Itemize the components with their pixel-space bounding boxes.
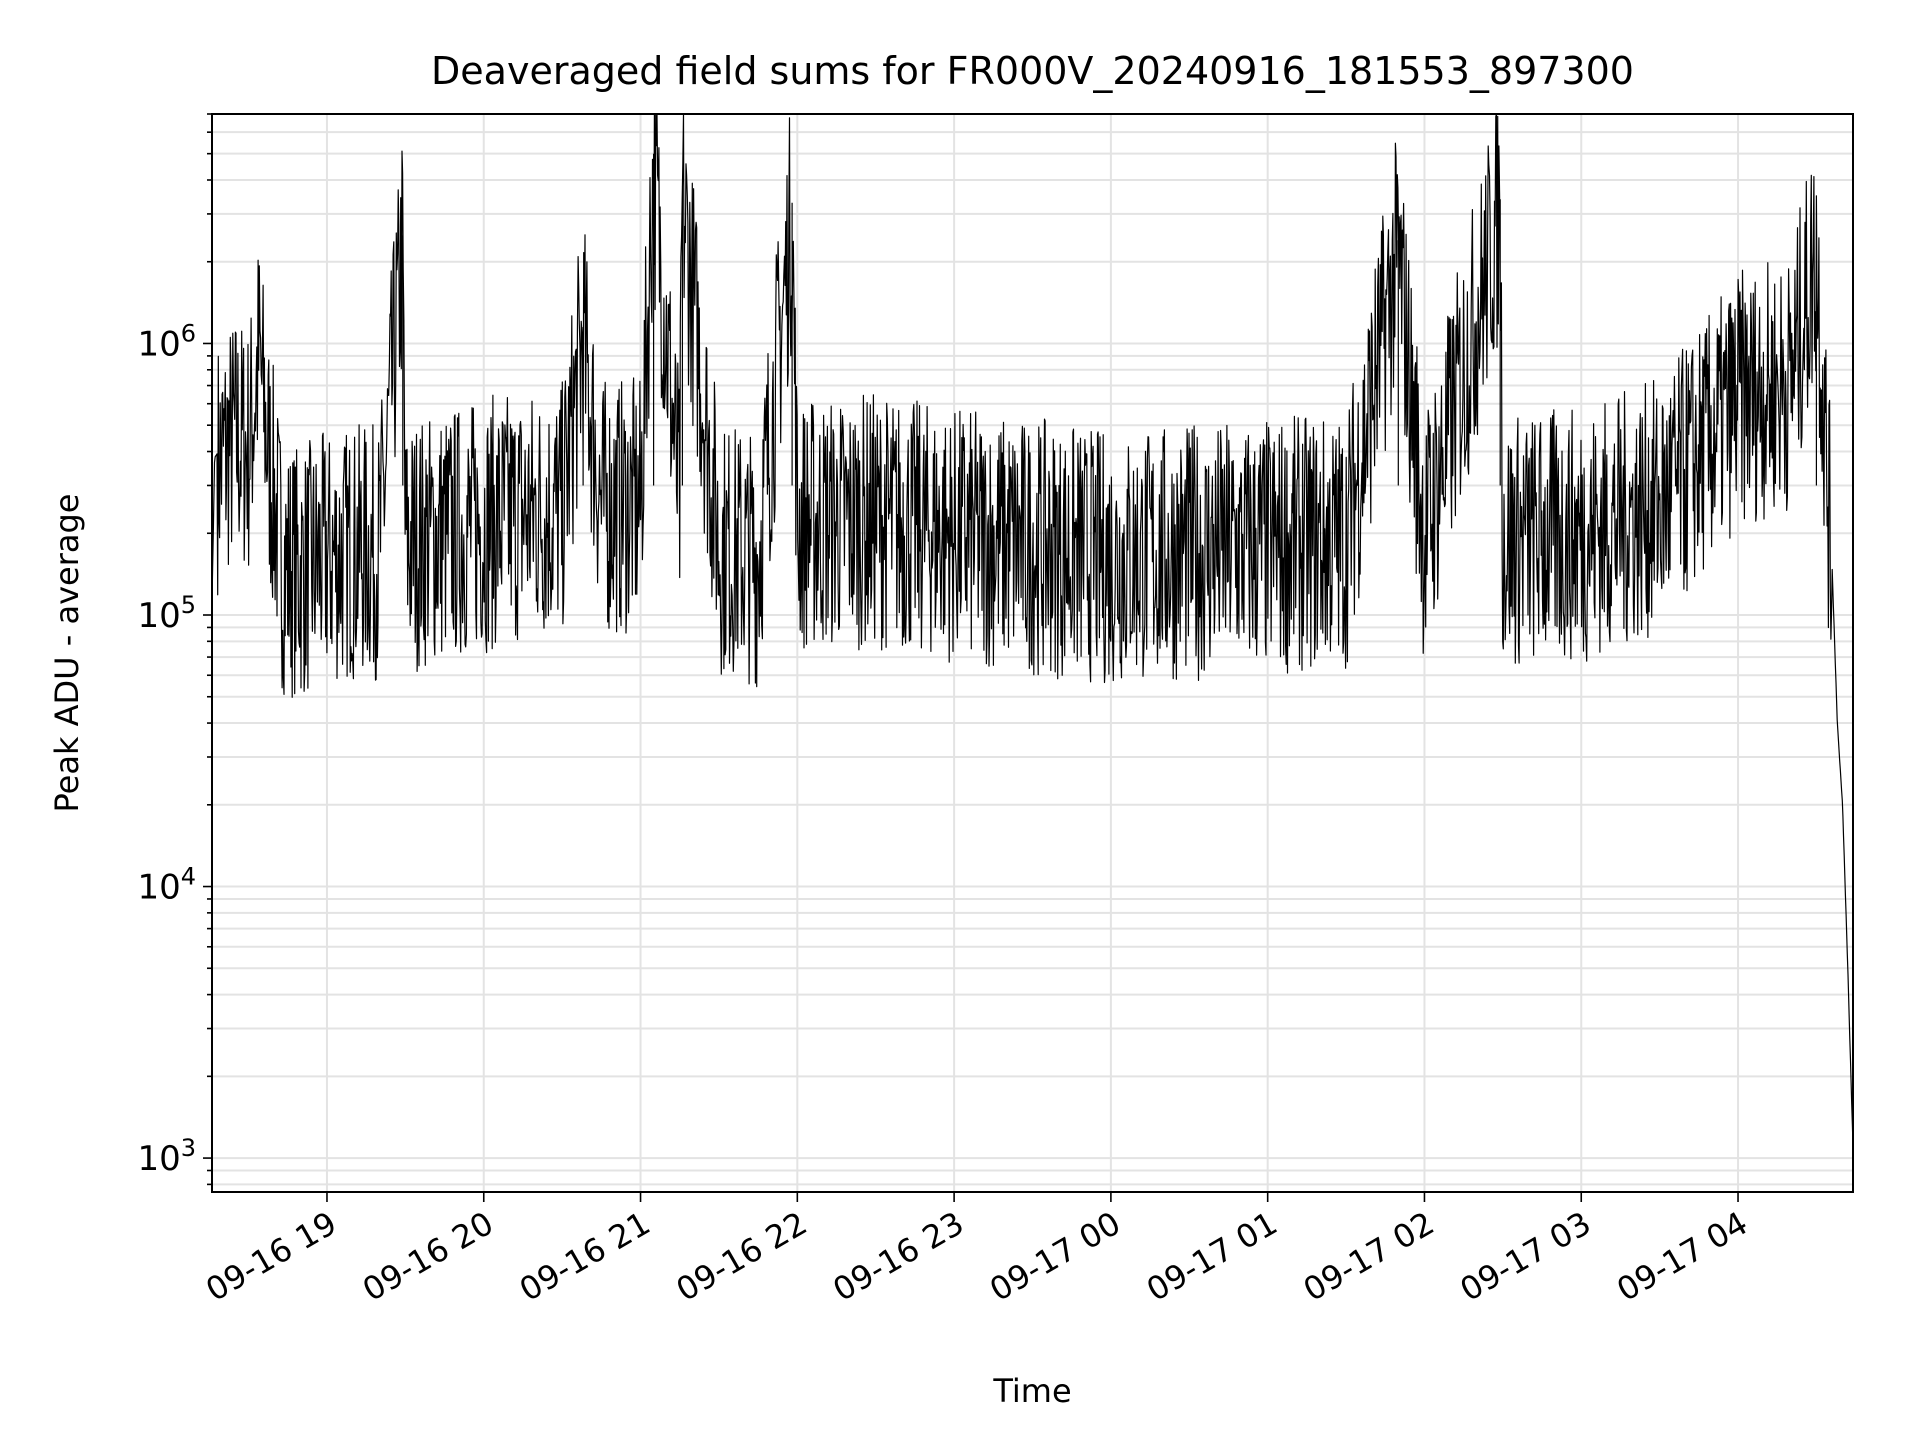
series-line <box>211 113 1854 1147</box>
y-tick-label: 106 <box>137 319 196 364</box>
chart-title: Deaveraged field sums for FR000V_2024091… <box>431 49 1634 93</box>
x-axis-label: Time <box>992 1372 1071 1410</box>
y-tick-label: 104 <box>137 863 196 908</box>
y-axis-label: Peak ADU - average <box>48 494 86 813</box>
plot-frame <box>211 113 1854 1193</box>
series-path <box>211 113 1854 1147</box>
y-tick-label: 103 <box>137 1134 196 1179</box>
y-tick-label: 105 <box>137 591 196 636</box>
